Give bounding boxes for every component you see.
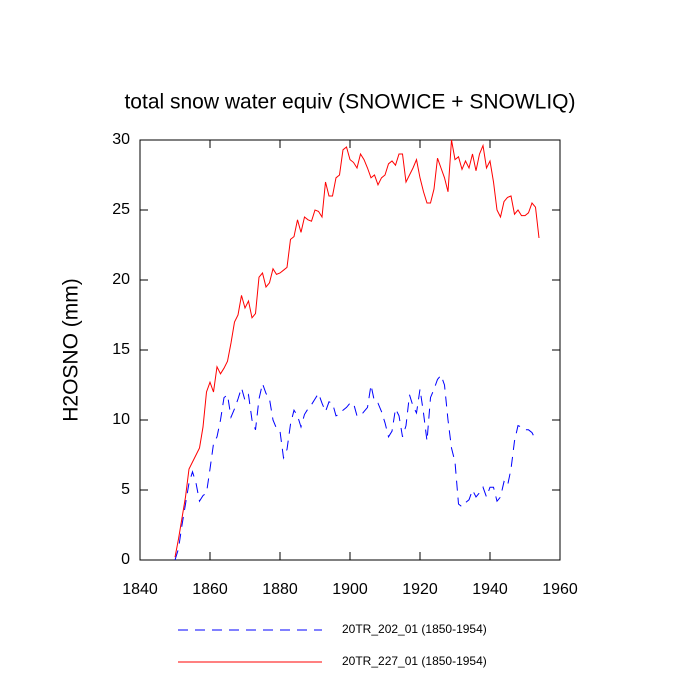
chart-title: total snow water equiv (SNOWICE + SNOWLI… <box>124 91 575 114</box>
y-tick-label: 10 <box>112 411 130 428</box>
x-tick-label: 1920 <box>402 581 438 598</box>
x-tick-label: 1900 <box>332 581 368 598</box>
y-tick-label: 0 <box>121 551 130 568</box>
series-line <box>174 374 536 561</box>
x-tick-label: 1860 <box>192 581 228 598</box>
y-tick-label: 20 <box>112 271 130 288</box>
x-tick-label: 1840 <box>122 581 158 598</box>
legend-label: 20TR_202_01 (1850-1954) <box>342 622 487 636</box>
y-tick-label: 5 <box>121 481 130 498</box>
y-axis-label: H2OSNO (mm) <box>60 278 83 422</box>
y-tick-label: 30 <box>112 131 130 148</box>
x-tick-label: 1940 <box>472 581 508 598</box>
plot-frame <box>139 139 561 561</box>
series-line <box>174 139 540 558</box>
y-tick-label: 15 <box>112 341 130 358</box>
legend-label: 20TR_227_01 (1850-1954) <box>342 654 487 668</box>
x-tick-label: 1880 <box>262 581 298 598</box>
y-tick-label: 25 <box>112 201 130 218</box>
x-tick-label: 1960 <box>542 581 578 598</box>
